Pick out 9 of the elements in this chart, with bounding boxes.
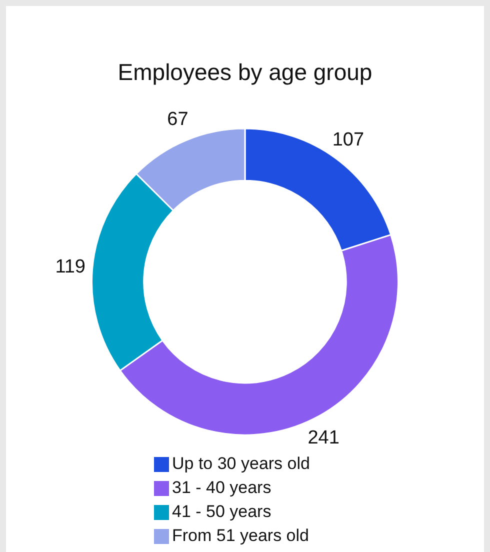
legend-label: From 51 years old (172, 526, 309, 546)
legend-label: 41 - 50 years (172, 502, 272, 522)
data-label: 67 (167, 109, 188, 130)
data-label: 107 (332, 129, 364, 150)
data-label: 241 (308, 428, 340, 449)
legend-label: 31 - 40 years (172, 478, 272, 498)
chart-title: Employees by age group (118, 59, 372, 86)
legend-label: Up to 30 years old (172, 454, 310, 474)
data-label: 119 (55, 256, 86, 278)
